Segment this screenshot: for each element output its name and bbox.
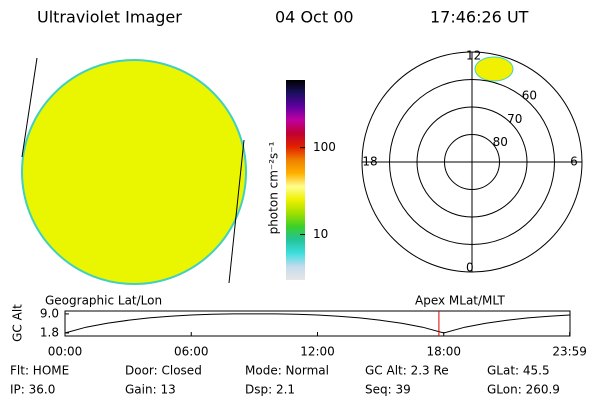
terminator-line	[21, 57, 38, 158]
x-tick-label: 12:00	[300, 345, 335, 359]
info-field: Door: Closed	[125, 364, 202, 378]
title: Ultraviolet Imager	[37, 8, 182, 27]
x-tick-label: 06:00	[174, 345, 209, 359]
altitude-curve	[64, 313, 570, 334]
colorbar	[286, 80, 305, 280]
info-field: GLat: 45.5	[487, 364, 550, 378]
x-tick-label: 00:00	[48, 345, 83, 359]
alt-right-label: Apex MLat/MLT	[415, 294, 505, 308]
info-field: Gain: 13	[125, 383, 176, 397]
info-field: Flt: HOME	[10, 364, 69, 378]
y-tick-label: 9.0	[40, 306, 59, 320]
mlt-label: 12	[466, 49, 481, 63]
lat-label: 80	[493, 135, 508, 149]
info-field: Seq: 39	[365, 383, 411, 397]
lat-circle	[416, 106, 528, 218]
x-tick-label: 23:59	[552, 345, 587, 359]
info-field: GLon: 260.9	[487, 383, 560, 397]
colorbar-tick-label: 100	[313, 140, 336, 154]
colorbar-tick-label: 10	[313, 227, 328, 241]
alt-ylabel: GC Alt	[11, 304, 25, 342]
mlt-label: 6	[570, 155, 578, 169]
y-tick-label: 1.8	[40, 325, 59, 339]
info-field: Mode: Normal	[245, 364, 329, 378]
info-field: Dsp: 2.1	[245, 383, 295, 397]
time: 17:46:26 UT	[430, 8, 529, 27]
date: 04 Oct 00	[275, 8, 354, 27]
colorbar-label: photon cm⁻²s⁻¹	[267, 141, 281, 234]
auroral-oval	[474, 56, 514, 82]
info-field: IP: 36.0	[10, 383, 55, 397]
lat-circle	[444, 134, 500, 190]
lat-label: 70	[507, 112, 522, 126]
lat-label: 60	[522, 89, 537, 103]
terminator-line	[228, 139, 245, 284]
alt-left-label: Geographic Lat/Lon	[45, 294, 162, 308]
mlt-label: 0	[466, 261, 474, 275]
x-tick-label: 18:00	[426, 345, 461, 359]
earth-image	[21, 59, 247, 285]
lat-circle	[389, 79, 555, 245]
mlt-label: 18	[362, 155, 377, 169]
info-field: GC Alt: 2.3 Re	[365, 364, 449, 378]
